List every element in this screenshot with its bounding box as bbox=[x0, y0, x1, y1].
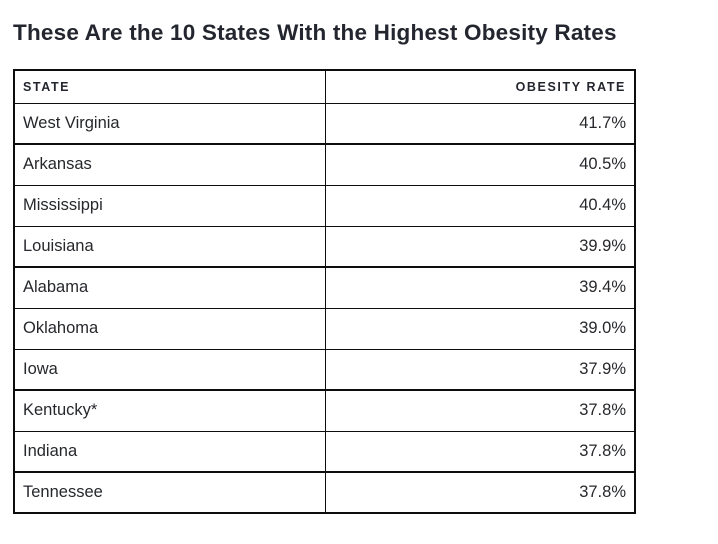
rate-cell: 39.0% bbox=[324, 307, 636, 350]
state-cell: Mississippi bbox=[13, 184, 326, 227]
rate-column-header: OBESITY RATE bbox=[324, 69, 636, 104]
table-row: Iowa 37.9% bbox=[13, 348, 636, 391]
rate-cell: 37.8% bbox=[324, 471, 636, 514]
state-cell: Tennessee bbox=[13, 471, 326, 514]
state-cell: Louisiana bbox=[13, 225, 326, 268]
state-cell: West Virginia bbox=[13, 102, 326, 145]
rate-cell: 39.9% bbox=[324, 225, 636, 268]
rate-cell: 40.4% bbox=[324, 184, 636, 227]
table-row: Tennessee 37.8% bbox=[13, 471, 636, 514]
rate-cell: 37.8% bbox=[324, 389, 636, 432]
page-title: These Are the 10 States With the Highest… bbox=[13, 20, 617, 45]
state-cell: Alabama bbox=[13, 266, 326, 309]
table-row: Kentucky* 37.8% bbox=[13, 389, 636, 432]
state-cell: Oklahoma bbox=[13, 307, 326, 350]
state-cell: Iowa bbox=[13, 348, 326, 391]
table-row: Louisiana 39.9% bbox=[13, 225, 636, 268]
obesity-rates-table: STATE OBESITY RATE West Virginia 41.7% A… bbox=[13, 69, 636, 514]
state-cell: Arkansas bbox=[13, 143, 326, 186]
rate-cell: 40.5% bbox=[324, 143, 636, 186]
state-column-header: STATE bbox=[13, 69, 326, 104]
table-row: West Virginia 41.7% bbox=[13, 102, 636, 145]
state-cell: Indiana bbox=[13, 430, 326, 473]
rate-cell: 37.9% bbox=[324, 348, 636, 391]
table-row: Indiana 37.8% bbox=[13, 430, 636, 473]
table-body: West Virginia 41.7% Arkansas 40.5% Missi… bbox=[13, 102, 636, 514]
table-row: Arkansas 40.5% bbox=[13, 143, 636, 186]
table-header: STATE OBESITY RATE bbox=[13, 69, 636, 104]
table-row: Mississippi 40.4% bbox=[13, 184, 636, 227]
header-row: STATE OBESITY RATE bbox=[13, 69, 636, 104]
rate-cell: 41.7% bbox=[324, 102, 636, 145]
rate-cell: 39.4% bbox=[324, 266, 636, 309]
table-row: Alabama 39.4% bbox=[13, 266, 636, 309]
table-row: Oklahoma 39.0% bbox=[13, 307, 636, 350]
state-cell: Kentucky* bbox=[13, 389, 326, 432]
rate-cell: 37.8% bbox=[324, 430, 636, 473]
